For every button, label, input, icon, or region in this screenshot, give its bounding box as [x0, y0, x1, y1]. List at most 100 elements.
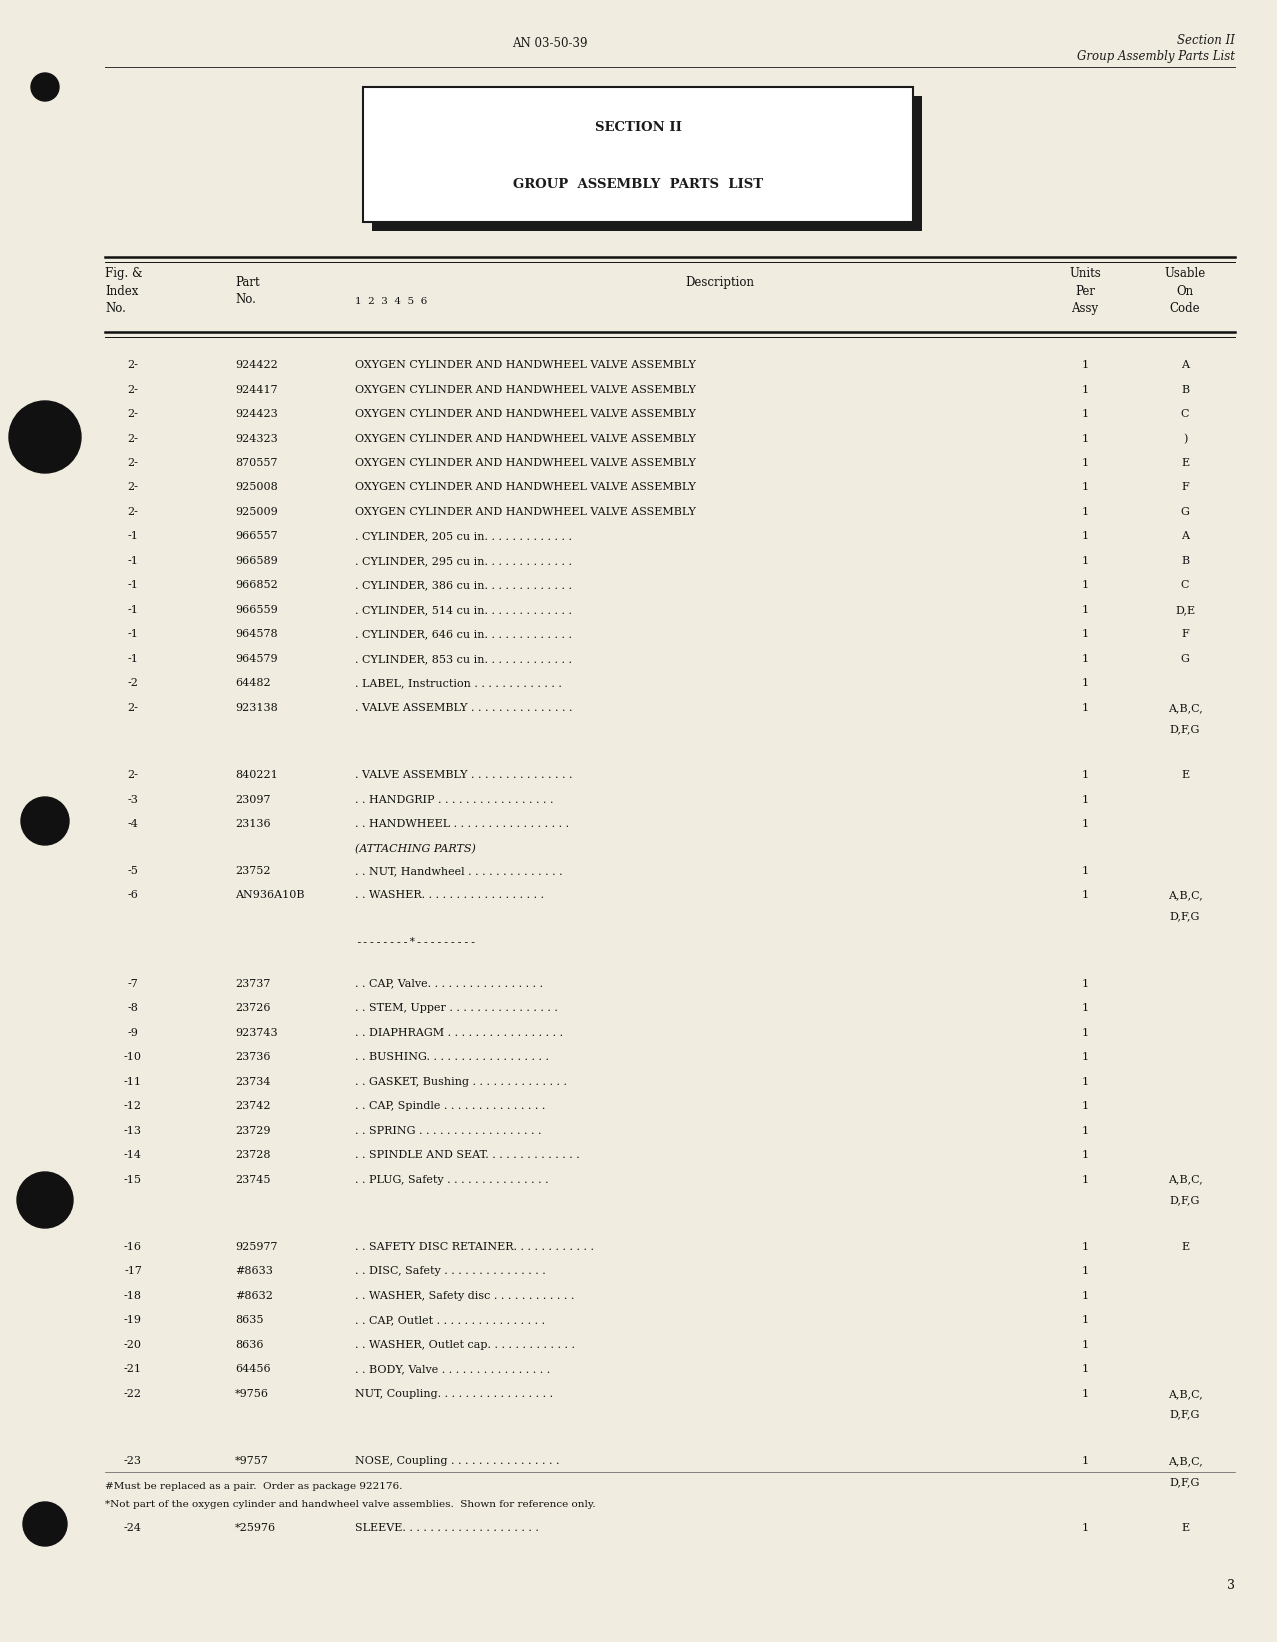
Text: -1: -1 — [128, 629, 138, 639]
Text: (ATTACHING PARTS): (ATTACHING PARTS) — [355, 844, 476, 854]
Text: SECTION II: SECTION II — [595, 122, 682, 135]
Text: D,F,G: D,F,G — [1170, 1478, 1200, 1488]
Text: Section II: Section II — [1177, 34, 1235, 48]
Text: 1: 1 — [1082, 1149, 1088, 1159]
Text: 1: 1 — [1082, 979, 1088, 988]
Text: 966559: 966559 — [235, 604, 278, 616]
Text: 2-: 2- — [128, 483, 138, 493]
Text: D,F,G: D,F,G — [1170, 1195, 1200, 1205]
Text: -14: -14 — [124, 1149, 142, 1159]
Text: -20: -20 — [124, 1340, 142, 1350]
Text: . . DIAPHRAGM . . . . . . . . . . . . . . . . .: . . DIAPHRAGM . . . . . . . . . . . . . … — [355, 1028, 563, 1038]
Text: #8632: #8632 — [235, 1291, 273, 1300]
Text: 966852: 966852 — [235, 581, 278, 591]
Text: -10: -10 — [124, 1053, 142, 1062]
Text: 2-: 2- — [128, 770, 138, 780]
Text: 966589: 966589 — [235, 557, 278, 566]
Text: Per: Per — [1075, 284, 1094, 297]
Text: 1: 1 — [1082, 1053, 1088, 1062]
Text: *Not part of the oxygen cylinder and handwheel valve assemblies.  Shown for refe: *Not part of the oxygen cylinder and han… — [105, 1501, 595, 1509]
Text: 1: 1 — [1082, 678, 1088, 688]
Circle shape — [9, 401, 80, 473]
Text: -7: -7 — [128, 979, 138, 988]
Text: C: C — [1181, 581, 1189, 591]
Text: . . SAFETY DISC RETAINER. . . . . . . . . . . .: . . SAFETY DISC RETAINER. . . . . . . . … — [355, 1241, 594, 1251]
Text: 23745: 23745 — [235, 1174, 271, 1184]
Text: . . DISC, Safety . . . . . . . . . . . . . . .: . . DISC, Safety . . . . . . . . . . . .… — [355, 1266, 545, 1276]
Text: 1: 1 — [1082, 604, 1088, 616]
Text: -2: -2 — [128, 678, 138, 688]
Text: D,E: D,E — [1175, 604, 1195, 616]
Text: SLEEVE. . . . . . . . . . . . . . . . . . . .: SLEEVE. . . . . . . . . . . . . . . . . … — [355, 1524, 539, 1534]
Text: . . STEM, Upper . . . . . . . . . . . . . . . .: . . STEM, Upper . . . . . . . . . . . . … — [355, 1003, 558, 1013]
Text: 925009: 925009 — [235, 507, 278, 517]
Text: OXYGEN CYLINDER AND HANDWHEEL VALVE ASSEMBLY: OXYGEN CYLINDER AND HANDWHEEL VALVE ASSE… — [355, 507, 696, 517]
Text: B: B — [1181, 384, 1189, 394]
Text: GROUP  ASSEMBLY  PARTS  LIST: GROUP ASSEMBLY PARTS LIST — [513, 177, 764, 190]
Circle shape — [17, 1172, 73, 1228]
Text: AN936A10B: AN936A10B — [235, 890, 304, 900]
Text: 924422: 924422 — [235, 360, 278, 369]
Text: 1: 1 — [1082, 703, 1088, 713]
Text: 1  2  3  4  5  6: 1 2 3 4 5 6 — [355, 297, 428, 305]
Text: A,B,C,: A,B,C, — [1167, 1456, 1203, 1466]
Text: 1: 1 — [1082, 819, 1088, 829]
Text: 1: 1 — [1082, 1241, 1088, 1251]
Bar — [372, 95, 922, 232]
Text: 840221: 840221 — [235, 770, 278, 780]
Text: G: G — [1180, 507, 1189, 517]
Text: 2-: 2- — [128, 507, 138, 517]
Text: On: On — [1176, 284, 1194, 297]
Text: 2-: 2- — [128, 433, 138, 443]
Text: 2-: 2- — [128, 384, 138, 394]
Text: Index: Index — [105, 284, 138, 297]
Text: 966557: 966557 — [235, 532, 277, 542]
Text: E: E — [1181, 1241, 1189, 1251]
Text: 8635: 8635 — [235, 1315, 263, 1325]
Text: . . HANDWHEEL . . . . . . . . . . . . . . . . .: . . HANDWHEEL . . . . . . . . . . . . . … — [355, 819, 570, 829]
Text: . CYLINDER, 386 cu in. . . . . . . . . . . . .: . CYLINDER, 386 cu in. . . . . . . . . .… — [355, 581, 572, 591]
Text: . . WASHER, Outlet cap. . . . . . . . . . . . .: . . WASHER, Outlet cap. . . . . . . . . … — [355, 1340, 575, 1350]
Text: -1: -1 — [128, 581, 138, 591]
Text: -21: -21 — [124, 1365, 142, 1374]
Text: 1: 1 — [1082, 629, 1088, 639]
Text: 1: 1 — [1082, 384, 1088, 394]
Text: NUT, Coupling. . . . . . . . . . . . . . . . .: NUT, Coupling. . . . . . . . . . . . . .… — [355, 1389, 553, 1399]
Text: A: A — [1181, 360, 1189, 369]
Text: . CYLINDER, 853 cu in. . . . . . . . . . . . .: . CYLINDER, 853 cu in. . . . . . . . . .… — [355, 654, 572, 663]
Text: 1: 1 — [1082, 483, 1088, 493]
Text: 1: 1 — [1082, 409, 1088, 419]
Text: -5: -5 — [128, 865, 138, 875]
Text: OXYGEN CYLINDER AND HANDWHEEL VALVE ASSEMBLY: OXYGEN CYLINDER AND HANDWHEEL VALVE ASSE… — [355, 360, 696, 369]
Bar — [363, 87, 913, 222]
Text: -6: -6 — [128, 890, 138, 900]
Text: No.: No. — [235, 294, 255, 307]
Text: 23726: 23726 — [235, 1003, 271, 1013]
Text: . . GASKET, Bushing . . . . . . . . . . . . . .: . . GASKET, Bushing . . . . . . . . . . … — [355, 1077, 567, 1087]
Text: 870557: 870557 — [235, 458, 277, 468]
Text: . . CAP, Valve. . . . . . . . . . . . . . . . .: . . CAP, Valve. . . . . . . . . . . . . … — [355, 979, 543, 988]
Text: Fig. &: Fig. & — [105, 268, 143, 281]
Text: . . NUT, Handwheel . . . . . . . . . . . . . .: . . NUT, Handwheel . . . . . . . . . . .… — [355, 865, 563, 875]
Text: -23: -23 — [124, 1456, 142, 1466]
Text: 924423: 924423 — [235, 409, 278, 419]
Text: ): ) — [1183, 433, 1188, 443]
Text: A,B,C,: A,B,C, — [1167, 1174, 1203, 1184]
Text: 923138: 923138 — [235, 703, 278, 713]
Text: 1: 1 — [1082, 890, 1088, 900]
Text: 8636: 8636 — [235, 1340, 263, 1350]
Text: OXYGEN CYLINDER AND HANDWHEEL VALVE ASSEMBLY: OXYGEN CYLINDER AND HANDWHEEL VALVE ASSE… — [355, 384, 696, 394]
Text: D,F,G: D,F,G — [1170, 911, 1200, 921]
Text: 1: 1 — [1082, 1266, 1088, 1276]
Text: 1: 1 — [1082, 1102, 1088, 1112]
Text: *9756: *9756 — [235, 1389, 269, 1399]
Text: Units: Units — [1069, 268, 1101, 281]
Text: 1: 1 — [1082, 360, 1088, 369]
Text: #8633: #8633 — [235, 1266, 273, 1276]
Text: -4: -4 — [128, 819, 138, 829]
Text: 1: 1 — [1082, 532, 1088, 542]
Text: . . HANDGRIP . . . . . . . . . . . . . . . . .: . . HANDGRIP . . . . . . . . . . . . . .… — [355, 795, 553, 805]
Text: . CYLINDER, 205 cu in. . . . . . . . . . . . .: . CYLINDER, 205 cu in. . . . . . . . . .… — [355, 532, 572, 542]
Text: E: E — [1181, 458, 1189, 468]
Text: 1: 1 — [1082, 1389, 1088, 1399]
